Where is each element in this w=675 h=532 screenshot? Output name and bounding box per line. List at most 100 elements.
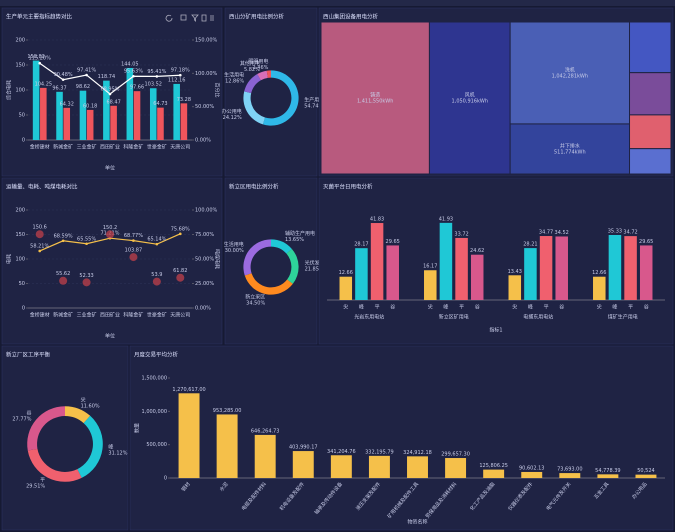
bar	[559, 473, 581, 478]
line-point	[85, 73, 88, 77]
panel-title: 新立区用电比例分析	[229, 183, 279, 191]
data-label: 52.33	[79, 273, 93, 279]
icon-refresh[interactable]	[165, 14, 173, 22]
y-tick-label: 150	[15, 232, 25, 238]
y-tick-label: 200	[15, 208, 25, 214]
segment-value: 21.85%	[305, 267, 324, 273]
cell-value: 1,042,281kWh	[552, 73, 588, 79]
data-label: 58.21%	[30, 243, 49, 249]
segment-value: 12.86%	[225, 78, 244, 84]
bar	[593, 276, 606, 300]
y-axis-title: 数量	[134, 423, 141, 433]
y-tick-label: 100	[15, 88, 25, 94]
data-label: 12.66	[592, 270, 606, 276]
x-axis-title: 指标1	[489, 327, 502, 334]
data-label: 324,912.18	[403, 450, 432, 456]
bar	[216, 414, 238, 478]
data-label: 68.59%	[54, 233, 73, 239]
data-label: 96.37	[52, 85, 66, 91]
y2-tick-label: 150.00%	[195, 38, 217, 44]
data-label: 24.62	[470, 248, 484, 254]
bar	[407, 456, 428, 478]
y-tick-label: 0	[22, 138, 25, 144]
data-label: 104.25	[35, 81, 53, 87]
series-label: 峰	[359, 304, 364, 311]
bar	[292, 451, 314, 478]
donut-segment	[243, 239, 271, 276]
data-label: 13.43	[508, 269, 522, 275]
line-point	[61, 78, 65, 81]
data-label: 299,657.30	[441, 452, 470, 458]
bar	[86, 109, 94, 140]
data-label: 34.72	[623, 230, 637, 236]
segment-label: 尖	[81, 397, 86, 404]
data-label: 75.68%	[171, 226, 190, 232]
data-label: 341,204.76	[327, 449, 356, 455]
panel-title: 灭菌平台日用电分析	[323, 183, 373, 191]
y2-tick-label: 0.00%	[195, 306, 211, 312]
dot	[176, 273, 185, 282]
data-label: 97.66	[130, 85, 144, 91]
series-label: 谷	[390, 304, 395, 311]
data-label: 73,693.00	[557, 467, 582, 473]
y2-tick-label: 0.00%	[195, 138, 211, 144]
x-tick-label: 天唐公司	[170, 144, 190, 151]
series-label: 平	[459, 305, 464, 311]
bar	[386, 245, 399, 300]
bar	[455, 237, 468, 300]
bar	[508, 275, 522, 300]
segment-label: 新立采区	[245, 294, 265, 301]
segment-value: 31.12%	[108, 450, 127, 456]
icon-filter[interactable]	[191, 14, 199, 22]
y-tick-label: 0	[22, 306, 25, 312]
cell-label: 铸造	[370, 92, 380, 99]
data-label: 29.65	[639, 239, 653, 245]
bar	[63, 107, 71, 140]
donut-segment	[271, 239, 292, 254]
line-point	[155, 242, 159, 246]
donut-segment	[286, 248, 299, 284]
bar	[40, 87, 47, 140]
series-label: 尖	[597, 304, 602, 311]
bar	[110, 105, 117, 140]
bar	[635, 474, 657, 478]
series-label: 峰	[443, 304, 448, 311]
panel-title: 西山集团设备用电分析	[323, 13, 379, 21]
segment-label: 谷	[26, 409, 31, 416]
bar	[126, 67, 134, 140]
data-label: 150.6	[33, 225, 47, 231]
treemap-cell	[629, 72, 672, 116]
segment-value: 29.51%	[26, 484, 45, 490]
x-tick-label: 西田矿业	[100, 312, 120, 319]
data-label: 97.41%	[77, 68, 96, 74]
segment-label: 生活用电	[224, 71, 244, 78]
segment-label: 平	[40, 478, 45, 484]
data-label: 35.33	[608, 228, 622, 234]
data-label: 118.74	[98, 74, 116, 80]
icon-file[interactable]	[201, 14, 207, 22]
x-tick-label: 金桥建材	[30, 144, 50, 151]
bar	[330, 455, 352, 478]
segment-value: 30.00%	[225, 248, 244, 254]
y2-tick-label: 25.00%	[195, 281, 214, 287]
panel-title: 新立厂区工序平衡	[6, 351, 51, 359]
y-tick-label: 0	[164, 476, 167, 482]
data-label: 73.28	[177, 97, 191, 103]
donut-segment	[257, 70, 268, 81]
data-label: 68.47	[106, 99, 120, 105]
panel-title: 运输量、电耗、吨煤电耗对比	[6, 183, 78, 191]
series-label: 谷	[644, 304, 649, 311]
icon-more[interactable]	[210, 15, 214, 21]
data-label: 61.82	[173, 268, 187, 274]
x-tick-label: 新立区矿用电	[439, 314, 469, 321]
segment-value: 27.77%	[12, 416, 31, 422]
data-label: 64.73	[153, 101, 167, 107]
data-label: 53.9	[151, 272, 162, 278]
bar	[483, 469, 505, 478]
bar	[445, 458, 467, 478]
segment-label: 办公用电	[222, 108, 242, 115]
icon-export[interactable]	[180, 14, 187, 21]
data-label: 34.77	[539, 230, 553, 236]
panel-title: 生产单元主要指标趋势对比	[6, 13, 73, 21]
